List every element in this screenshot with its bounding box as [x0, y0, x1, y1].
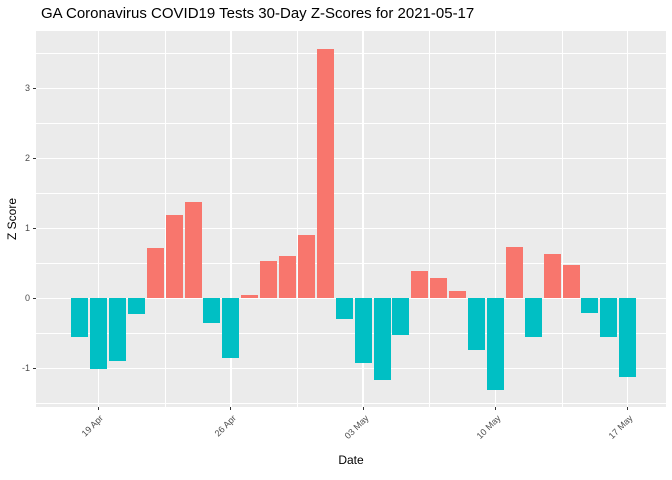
minor-gridline-v	[164, 31, 166, 407]
y-tick-label: 2	[24, 153, 30, 164]
minor-gridline-h	[36, 193, 666, 195]
y-axis-title: Z Score	[5, 197, 19, 241]
bar	[184, 201, 202, 299]
major-gridline-v	[230, 31, 232, 407]
bar	[581, 298, 599, 313]
x-tick-label: 03 May	[342, 413, 371, 441]
x-axis-title: Date	[338, 453, 364, 467]
bar	[411, 271, 429, 299]
major-gridline-v	[494, 31, 497, 407]
bar	[619, 298, 637, 377]
bar	[316, 49, 334, 299]
bar	[486, 298, 504, 390]
bar	[222, 298, 240, 359]
bar	[335, 298, 353, 320]
plot-panel	[36, 31, 666, 407]
bar	[108, 298, 126, 362]
major-gridline-h	[36, 157, 666, 160]
major-gridline-h	[36, 367, 666, 370]
y-tick-label: 1	[24, 223, 30, 234]
bar	[260, 261, 278, 299]
bar	[279, 256, 296, 299]
x-tick-label: 17 May	[606, 413, 635, 441]
y-tick-label: -1	[21, 363, 30, 374]
bar	[600, 298, 618, 338]
major-gridline-v	[97, 31, 100, 407]
bar	[524, 298, 542, 337]
bar	[505, 246, 523, 299]
bar	[430, 278, 448, 299]
bar	[373, 298, 391, 381]
bar	[562, 264, 580, 299]
major-gridline-v	[362, 31, 364, 407]
y-tick-mark	[33, 157, 36, 159]
bar	[71, 298, 89, 338]
minor-gridline-h	[36, 263, 666, 265]
x-tick-mark	[230, 407, 232, 410]
bar	[297, 235, 315, 299]
bar	[449, 291, 467, 299]
y-tick-mark	[33, 297, 36, 299]
minor-gridline-h	[36, 403, 666, 405]
major-gridline-v	[626, 31, 629, 407]
y-tick-mark	[33, 87, 36, 89]
bar	[203, 298, 221, 323]
minor-gridline-v	[296, 31, 298, 407]
bar	[241, 294, 259, 299]
bar	[127, 298, 145, 314]
bar	[146, 247, 164, 299]
bar	[90, 298, 107, 369]
minor-gridline-h	[36, 53, 666, 55]
y-tick-label: 3	[24, 83, 30, 94]
x-tick-label: 10 May	[474, 413, 503, 441]
bar	[354, 298, 372, 363]
bar	[165, 215, 183, 299]
x-tick-label: 26 Apr	[212, 413, 238, 439]
major-gridline-h	[36, 87, 666, 90]
x-tick-mark	[494, 407, 496, 410]
major-gridline-h	[36, 227, 666, 230]
x-tick-mark	[98, 407, 99, 410]
minor-gridline-h	[36, 333, 666, 335]
x-tick-mark	[627, 407, 629, 410]
y-tick-mark	[33, 227, 36, 229]
minor-gridline-h	[36, 123, 666, 125]
bar	[543, 253, 561, 299]
y-tick-mark	[33, 367, 36, 369]
x-tick-label: 19 Apr	[80, 413, 106, 439]
chart-title: GA Coronavirus COVID19 Tests 30-Day Z-Sc…	[41, 5, 475, 22]
minor-gridline-v	[429, 31, 431, 407]
minor-gridline-v	[561, 31, 563, 407]
bar	[468, 298, 485, 351]
y-tick-label: 0	[24, 293, 30, 304]
x-tick-mark	[362, 407, 364, 410]
bar	[392, 298, 410, 335]
